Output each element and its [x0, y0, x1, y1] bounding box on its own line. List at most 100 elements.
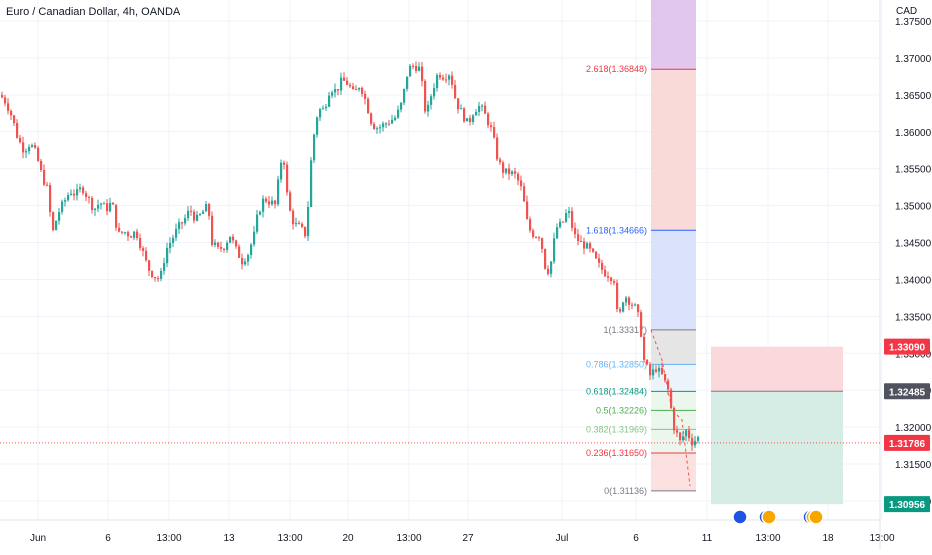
candle-body-63 [190, 210, 193, 212]
x-tick-label-1: 6 [105, 533, 111, 544]
candle-body-85 [256, 214, 259, 232]
candle-body-19 [58, 211, 61, 221]
candle-body-132 [397, 109, 400, 118]
candle-body-64 [193, 211, 196, 221]
candle-body-95 [286, 164, 289, 193]
y-tick-label-5: 1.35000 [895, 202, 932, 213]
candle-body-87 [262, 198, 265, 212]
position-target-zone [711, 391, 843, 505]
y-tick-label-2: 1.36500 [895, 91, 932, 102]
candle-body-172 [517, 173, 520, 181]
candle-body-176 [529, 219, 532, 231]
candle-body-121 [364, 93, 367, 99]
candle-body-113 [340, 77, 343, 91]
candle-body-187 [562, 221, 565, 223]
candle-body-164 [493, 127, 496, 138]
candle-body-222 [667, 380, 670, 390]
candle-body-179 [538, 237, 541, 239]
candle-body-224 [673, 408, 676, 431]
candle-body-8 [25, 151, 28, 153]
candle-body-41 [124, 232, 127, 234]
candle-body-76 [229, 236, 232, 243]
candle-body-120 [361, 87, 364, 94]
candle-body-89 [268, 201, 271, 205]
candle-body-225 [676, 430, 679, 433]
candle-body-127 [382, 123, 385, 128]
x-tick-label-2: 13:00 [156, 533, 181, 544]
candle-body-62 [187, 210, 190, 219]
candle-body-51 [154, 276, 157, 279]
candle-body-32 [97, 204, 100, 209]
candle-body-78 [235, 240, 238, 247]
candle-body-92 [277, 179, 280, 205]
candle-body-153 [460, 108, 463, 110]
fib-zone-4 [651, 391, 696, 411]
candle-body-79 [238, 246, 241, 258]
candle-body-218 [655, 369, 658, 372]
event-icon-2-circle-1 [761, 509, 777, 525]
price-badge-text-target: 1.30956 [889, 500, 926, 511]
candle-body-216 [649, 364, 652, 376]
candle-body-180 [541, 238, 544, 249]
candle-body-83 [250, 244, 253, 255]
event-icon-1[interactable] [732, 509, 748, 525]
candle-body-223 [670, 389, 673, 409]
candle-body-70 [211, 215, 214, 245]
candle-body-103 [310, 160, 313, 207]
candle-body-46 [139, 238, 142, 249]
candle-body-67 [202, 211, 205, 214]
candle-body-189 [568, 211, 571, 214]
candle-body-98 [295, 223, 298, 225]
fib-level-label-1: 1.618(1.34666) [586, 225, 647, 235]
candle-body-49 [148, 260, 151, 271]
candle-body-75 [226, 242, 229, 250]
candle-body-150 [451, 75, 454, 85]
symbol-title[interactable]: Euro / Canadian Dollar, 4h, OANDA [6, 6, 181, 18]
candle-body-228 [685, 430, 688, 437]
event-icon-3[interactable] [802, 509, 824, 525]
candle-body-31 [94, 208, 97, 210]
candle-body-213 [640, 312, 643, 337]
candle-body-44 [133, 231, 136, 238]
candle-body-122 [367, 98, 370, 114]
candle-body-84 [253, 231, 256, 245]
candle-body-71 [214, 242, 217, 245]
candle-body-56 [169, 242, 172, 249]
candle-body-173 [520, 180, 523, 187]
candle-body-15 [46, 184, 49, 186]
candle-body-48 [145, 250, 148, 261]
candle-body-28 [85, 193, 88, 198]
candle-body-149 [448, 75, 451, 80]
candle-body-137 [412, 65, 415, 67]
event-icon-2[interactable] [758, 509, 777, 525]
candle-body-4 [13, 115, 16, 124]
candle-body-20 [61, 201, 64, 212]
candle-body-163 [490, 125, 493, 128]
candle-body-168 [505, 168, 508, 173]
candle-body-118 [355, 89, 358, 91]
candle-body-184 [553, 238, 556, 262]
candle-body-158 [475, 112, 478, 116]
candle-body-154 [463, 108, 466, 122]
candle-body-141 [424, 80, 427, 112]
candle-body-206 [619, 309, 622, 312]
candle-body-60 [181, 222, 184, 224]
candle-body-194 [583, 241, 586, 249]
candle-body-217 [652, 369, 655, 376]
candle-body-101 [304, 226, 307, 237]
candle-body-45 [136, 231, 139, 239]
candle-body-77 [232, 236, 235, 241]
y-tick-label-4: 1.35500 [895, 165, 932, 176]
candle-body-209 [628, 297, 631, 305]
x-tick-label-3: 13 [223, 533, 235, 544]
x-tick-label-13: 13:00 [869, 533, 894, 544]
candle-body-47 [142, 248, 145, 251]
candle-body-129 [388, 123, 391, 125]
candle-body-108 [325, 106, 328, 109]
candle-body-3 [10, 110, 13, 116]
candle-body-106 [319, 109, 322, 118]
fib-zone-7 [651, 452, 696, 491]
candle-body-126 [379, 127, 382, 129]
